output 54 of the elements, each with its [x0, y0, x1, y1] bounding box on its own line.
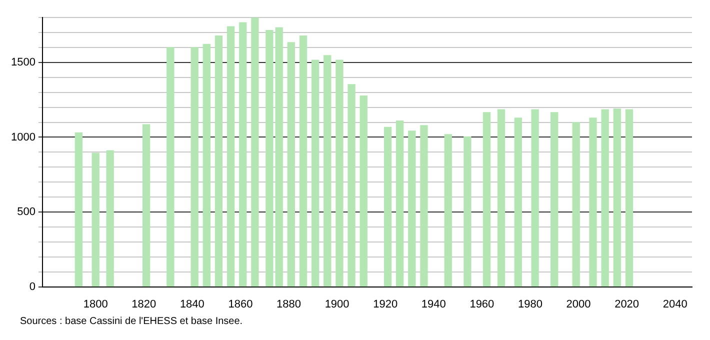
- bar: [226, 26, 235, 287]
- bar: [482, 112, 491, 287]
- bar: [514, 118, 522, 287]
- x-tick-label: 1880: [276, 298, 302, 310]
- bar: [384, 126, 392, 287]
- x-tick-label: 2020: [614, 298, 640, 310]
- y-tick-label: 1500: [10, 56, 36, 68]
- bar: [275, 27, 283, 287]
- bar: [239, 22, 247, 287]
- bar: [348, 84, 356, 287]
- bar: [420, 125, 428, 287]
- bar: [106, 150, 114, 287]
- bar: [142, 124, 150, 287]
- bar: [589, 118, 597, 287]
- bar: [311, 60, 320, 287]
- bar: [166, 47, 174, 287]
- bar: [266, 30, 274, 287]
- bar: [336, 60, 344, 287]
- bar: [287, 42, 296, 287]
- bar: [92, 152, 100, 287]
- x-tick-label: 1900: [324, 298, 350, 310]
- bar: [601, 109, 609, 287]
- bar: [497, 109, 506, 287]
- bar: [214, 36, 223, 287]
- x-tick-label: 2000: [566, 298, 591, 310]
- bar: [396, 120, 404, 287]
- bar: [613, 108, 621, 287]
- bar: [625, 109, 634, 287]
- bar: [360, 95, 368, 287]
- bar: [324, 55, 332, 287]
- bar: [74, 132, 83, 287]
- y-tick-label: 1000: [10, 131, 36, 144]
- x-tick-label: 1920: [373, 298, 398, 310]
- y-tick-label: 0: [29, 280, 36, 293]
- bar: [202, 44, 210, 287]
- source-note: Sources : base Cassini de l'EHESS et base Insee.: [20, 316, 244, 327]
- bar: [190, 47, 198, 287]
- bar: [299, 36, 308, 287]
- x-tick-label: 1980: [518, 298, 542, 310]
- bar: [444, 134, 452, 287]
- x-tick-label: 2040: [662, 298, 688, 310]
- bar: [251, 18, 259, 287]
- x-tick-label: 1940: [421, 298, 446, 310]
- bar: [464, 136, 472, 287]
- bar: [550, 112, 558, 287]
- x-tick-label: 1840: [180, 298, 204, 310]
- x-tick-label: 1960: [470, 298, 494, 310]
- x-tick-label: 1800: [83, 298, 108, 310]
- x-tick-label: 1820: [132, 298, 156, 310]
- x-tick-label: 1860: [228, 298, 253, 310]
- bar: [531, 109, 539, 287]
- bar: [408, 130, 416, 287]
- y-tick-label: 500: [17, 206, 36, 218]
- bar: [572, 122, 580, 287]
